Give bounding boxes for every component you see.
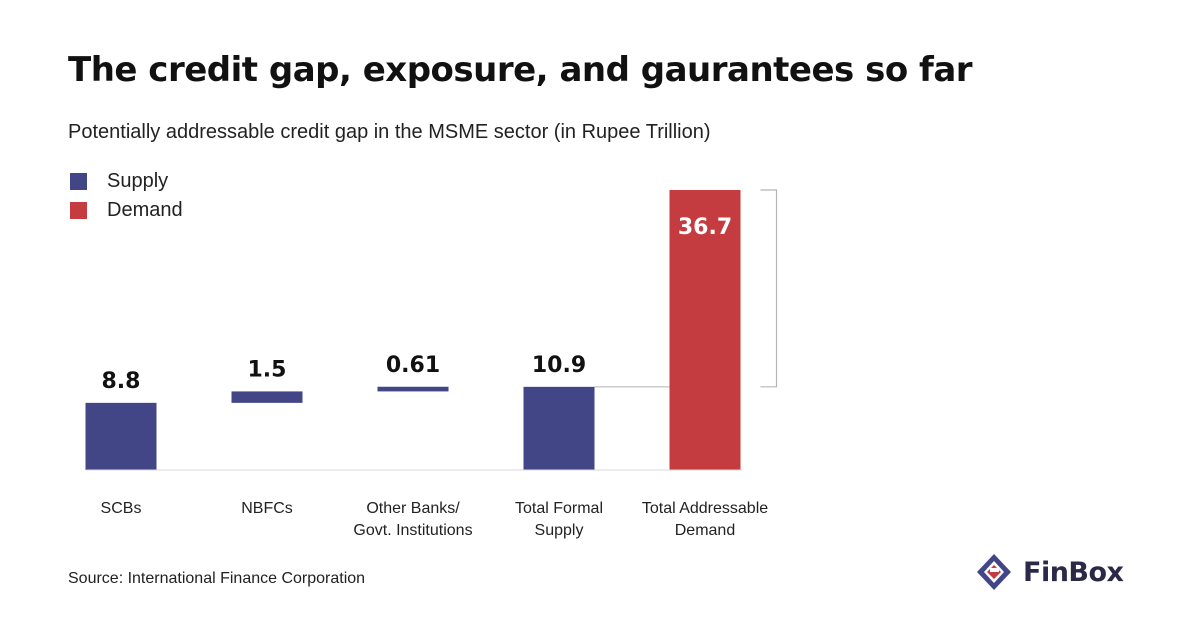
logo-text: FinBox <box>1023 556 1124 588</box>
category-label-2-0: Other Banks/ <box>366 500 460 517</box>
category-label-0-0: SCBs <box>101 500 142 517</box>
category-label-4-0: Total Addressable <box>642 500 768 517</box>
category-label-4-1: Demand <box>675 522 735 539</box>
finbox-logo: FinBox <box>975 552 1124 592</box>
category-label-3-1: Supply <box>535 522 584 539</box>
chart-title: The credit gap, exposure, and gaurantees… <box>68 50 973 90</box>
legend-item-demand: Demand <box>70 196 183 225</box>
legend-swatch-supply <box>70 173 87 190</box>
data-label-4: 36.7 <box>678 215 732 240</box>
data-label-2: 0.61 <box>386 353 440 378</box>
finbox-logo-icon <box>977 554 1011 590</box>
bar-0 <box>85 402 157 470</box>
legend: Supply Demand <box>70 167 183 225</box>
data-label-3: 10.9 <box>532 353 586 378</box>
source-note: Source: International Finance Corporatio… <box>68 570 366 587</box>
data-label-0: 8.8 <box>102 369 141 394</box>
category-label-3-0: Total Formal <box>515 500 603 517</box>
chart-subtitle: Potentially addressable credit gap in th… <box>68 121 711 143</box>
data-label-1: 1.5 <box>248 357 287 382</box>
bar-3 <box>523 386 595 470</box>
bar-2 <box>377 386 449 392</box>
legend-label-demand: Demand <box>107 199 183 221</box>
legend-label-supply: Supply <box>107 170 169 192</box>
category-label-1-0: NBFCs <box>241 500 293 517</box>
bar-1 <box>231 391 303 403</box>
legend-swatch-demand <box>70 202 87 219</box>
bar-4 <box>669 189 741 470</box>
gap-bracket <box>760 189 778 388</box>
category-label-2-1: Govt. Institutions <box>353 522 472 539</box>
legend-item-supply: Supply <box>70 167 183 196</box>
